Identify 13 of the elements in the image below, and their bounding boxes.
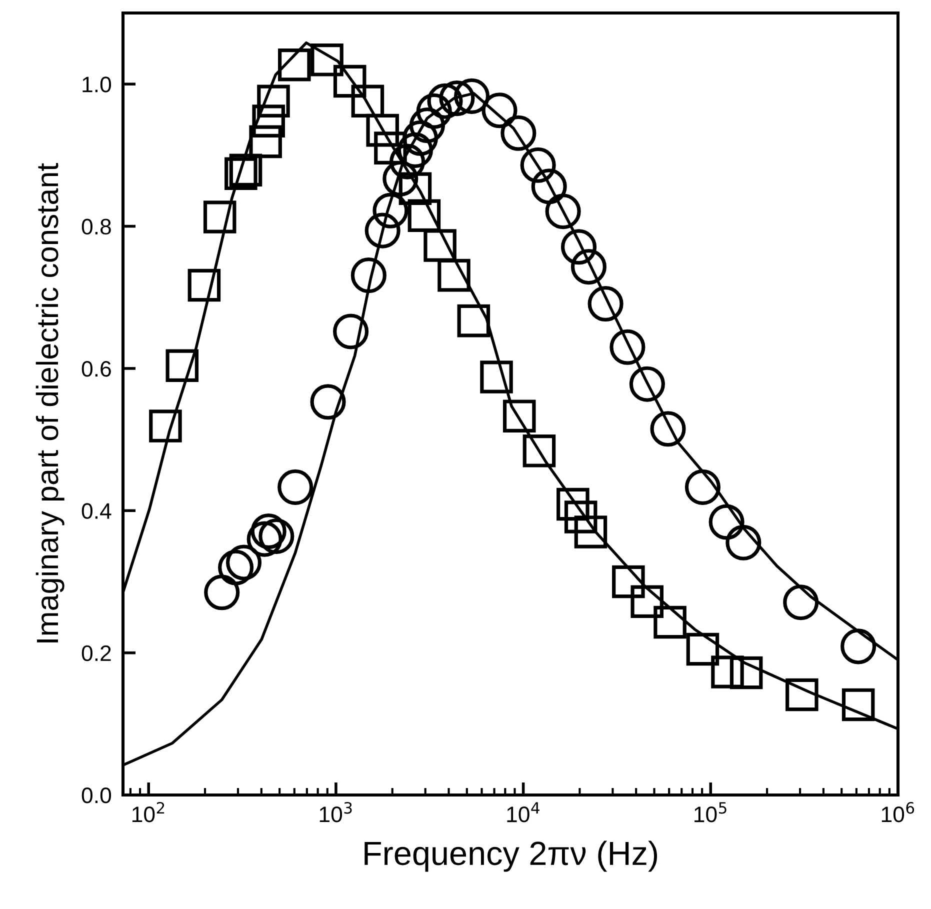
x-tick-label: 10$^{6}$ [882, 802, 914, 822]
y-tick-label: 0.4 [82, 503, 112, 519]
y-tick-label: 0.6 [82, 360, 111, 377]
y-tick-label: 0.8 [82, 218, 111, 235]
y-tick-label: 0.0 [82, 788, 112, 804]
y-axis-title: Imaginary part of dielectric constant [36, 163, 64, 642]
x-tick-label: 10$^{3}$ [320, 802, 352, 822]
y-tick-label: 0.2 [82, 645, 111, 662]
y-tick-label: 1.0 [82, 76, 112, 92]
x-tick-label: 10$^{2}$ [132, 802, 164, 822]
x-tick-label: 10$^{4}$ [507, 802, 540, 822]
x-tick-label: 10$^{5}$ [694, 802, 726, 822]
x-axis-title: Frequency 2πν (Hz) [364, 840, 658, 872]
